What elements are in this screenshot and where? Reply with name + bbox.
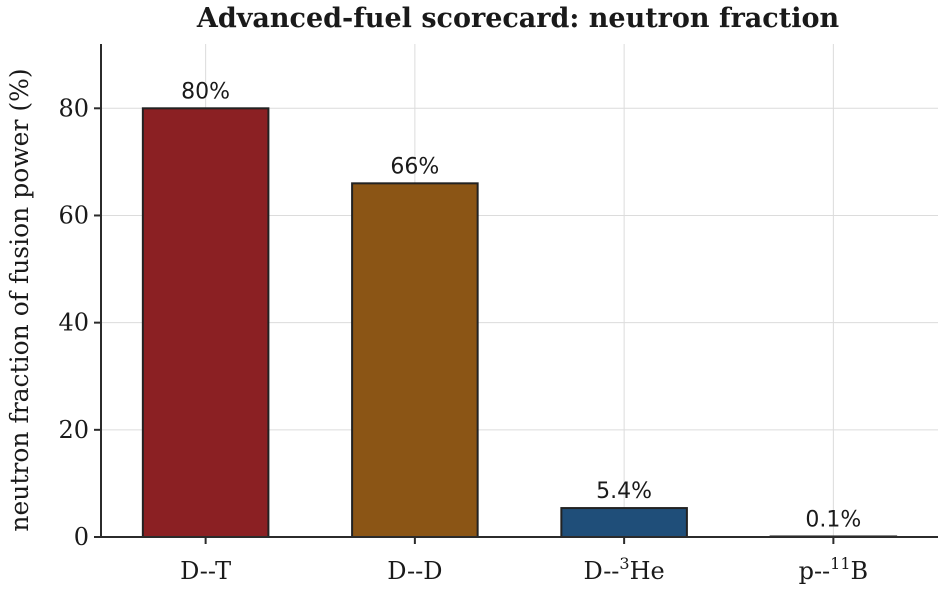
bar <box>351 182 479 538</box>
y-tick-label: 60 <box>58 201 89 229</box>
bar-value-label: 80% <box>181 79 230 104</box>
y-tick-label: 80 <box>58 94 89 122</box>
x-ticks: D--T D--D D--3He p--11B <box>180 537 868 585</box>
x-tick-label: D--3He <box>584 554 665 585</box>
chart-title: Advanced-fuel scorecard: neutron fractio… <box>196 3 840 34</box>
y-axis-label: neutron fraction of fusion power (%) <box>5 68 34 531</box>
bar-value-label: 0.1% <box>805 507 861 532</box>
y-ticks: 0 20 40 60 80 <box>58 94 101 551</box>
data-labels: 80% 66% 5.4% 0.1% <box>181 79 861 532</box>
y-tick-label: 0 <box>74 523 89 551</box>
x-tick-label: D--T <box>180 557 231 585</box>
bar <box>141 107 270 538</box>
bar <box>560 507 688 539</box>
bars <box>141 107 898 539</box>
x-tick-label: D--D <box>387 557 442 585</box>
y-tick-label: 20 <box>58 416 89 444</box>
bar-value-label: 66% <box>390 154 439 179</box>
x-tick-label: p--11B <box>799 554 869 585</box>
bar-value-label: 5.4% <box>596 479 652 504</box>
y-tick-label: 40 <box>58 309 89 337</box>
